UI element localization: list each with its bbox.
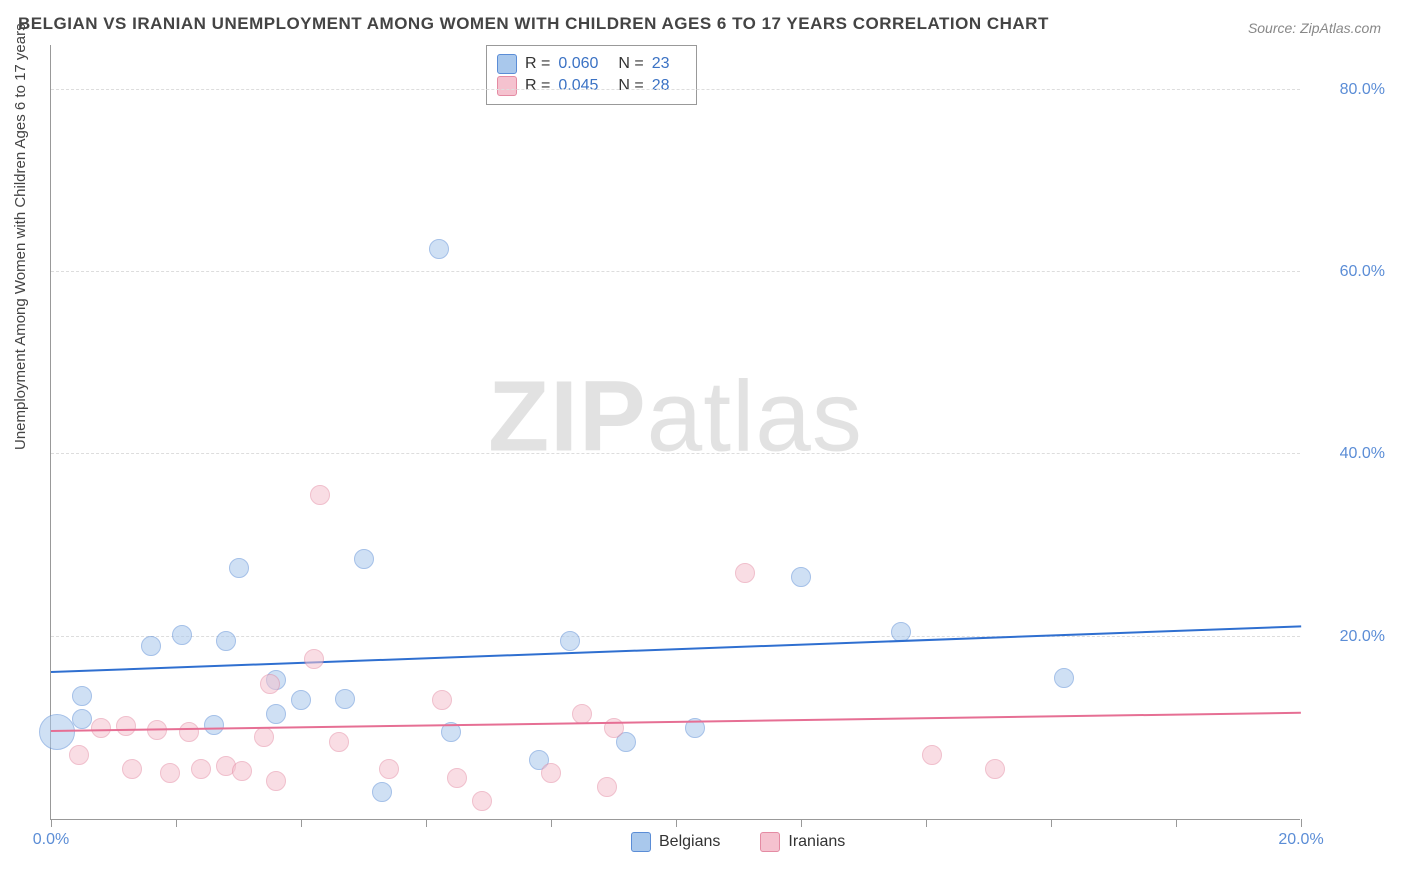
legend-bottom: Belgians Iranians (631, 832, 845, 852)
data-point (329, 732, 349, 752)
data-point (432, 690, 452, 710)
r-value-0: 0.060 (558, 55, 598, 73)
legend-label-1: Iranians (788, 833, 845, 851)
xtick (926, 819, 927, 827)
ytick-label: 40.0% (1340, 445, 1385, 463)
data-point (69, 745, 89, 765)
xtick (676, 819, 677, 827)
swatch-series-0 (497, 54, 517, 74)
data-point (266, 704, 286, 724)
ytick-label: 60.0% (1340, 263, 1385, 281)
data-point (260, 674, 280, 694)
data-point (116, 716, 136, 736)
swatch-series-1 (497, 76, 517, 96)
xtick (1301, 819, 1302, 827)
data-point (266, 771, 286, 791)
watermark-bold: ZIP (488, 360, 647, 472)
data-point (985, 759, 1005, 779)
data-point (72, 686, 92, 706)
xtick (801, 819, 802, 827)
xtick (301, 819, 302, 827)
source-label: Source: ZipAtlas.com (1248, 20, 1381, 36)
n-value-0: 23 (652, 55, 670, 73)
data-point (1054, 668, 1074, 688)
data-point (191, 759, 211, 779)
ytick-label: 20.0% (1340, 628, 1385, 646)
n-label-0: N = (618, 55, 643, 73)
stats-row-0: R = 0.060 N = 23 (497, 54, 682, 74)
data-point (122, 759, 142, 779)
data-point (304, 649, 324, 669)
xtick (176, 819, 177, 827)
xtick-label: 20.0% (1278, 831, 1323, 849)
y-axis-label: Unemployment Among Women with Children A… (12, 23, 29, 450)
watermark: ZIPatlas (488, 359, 863, 474)
xtick (51, 819, 52, 827)
legend-item-0: Belgians (631, 832, 720, 852)
data-point (291, 690, 311, 710)
xtick-label: 0.0% (33, 831, 69, 849)
data-point (229, 558, 249, 578)
gridline-h (51, 636, 1300, 637)
r-label-0: R = (525, 55, 550, 73)
legend-swatch-1 (760, 832, 780, 852)
legend-swatch-0 (631, 832, 651, 852)
data-point (372, 782, 392, 802)
data-point (160, 763, 180, 783)
data-point (791, 567, 811, 587)
ytick-label: 80.0% (1340, 81, 1385, 99)
data-point (216, 631, 236, 651)
watermark-light: atlas (647, 360, 863, 472)
trendline (51, 712, 1301, 732)
data-point (232, 761, 252, 781)
data-point (560, 631, 580, 651)
stats-row-1: R = 0.045 N = 28 (497, 76, 682, 96)
legend-label-0: Belgians (659, 833, 720, 851)
data-point (335, 689, 355, 709)
legend-item-1: Iranians (760, 832, 845, 852)
n-value-1: 28 (652, 77, 670, 95)
data-point (172, 625, 192, 645)
chart-title: BELGIAN VS IRANIAN UNEMPLOYMENT AMONG WO… (18, 14, 1049, 34)
xtick (1176, 819, 1177, 827)
data-point (429, 239, 449, 259)
data-point (379, 759, 399, 779)
n-label-1: N = (618, 77, 643, 95)
data-point (472, 791, 492, 811)
plot-area: ZIPatlas R = 0.060 N = 23 R = 0.045 N = … (50, 45, 1300, 820)
data-point (597, 777, 617, 797)
r-label-1: R = (525, 77, 550, 95)
gridline-h (51, 453, 1300, 454)
data-point (922, 745, 942, 765)
data-point (204, 715, 224, 735)
xtick (426, 819, 427, 827)
stats-legend-box: R = 0.060 N = 23 R = 0.045 N = 28 (486, 45, 697, 105)
data-point (91, 718, 111, 738)
trendline (51, 626, 1301, 674)
data-point (541, 763, 561, 783)
r-value-1: 0.045 (558, 77, 598, 95)
data-point (354, 549, 374, 569)
gridline-h (51, 271, 1300, 272)
data-point (254, 727, 274, 747)
data-point (735, 563, 755, 583)
xtick (1051, 819, 1052, 827)
data-point (72, 709, 92, 729)
data-point (447, 768, 467, 788)
xtick (551, 819, 552, 827)
gridline-h (51, 89, 1300, 90)
data-point (179, 722, 199, 742)
data-point (141, 636, 161, 656)
data-point (310, 485, 330, 505)
data-point (39, 714, 75, 750)
